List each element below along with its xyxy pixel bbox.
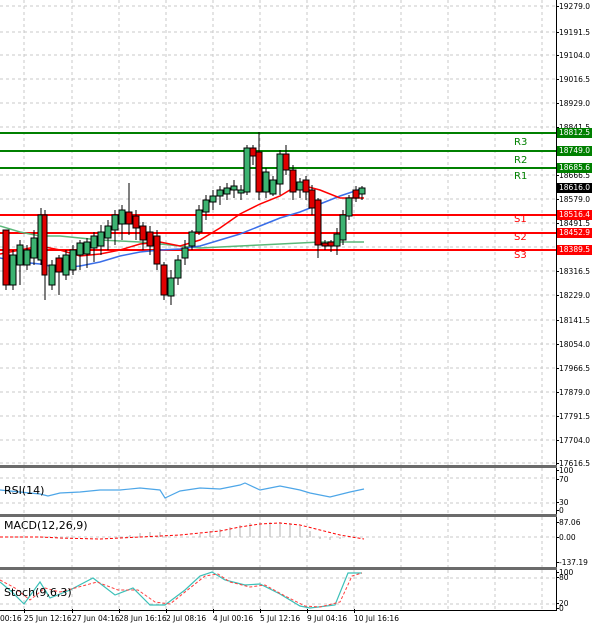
macd-pane[interactable]: MACD(12,26,9): [0, 517, 557, 567]
level-r1-label: R1: [514, 171, 528, 182]
level-s1-tag: 18516.4: [557, 210, 593, 220]
price-tick: 18229.0: [555, 291, 591, 300]
level-s3-tag: 18389.5: [557, 245, 593, 255]
rsi-tick: 100: [555, 466, 574, 475]
stoch-tick: 20: [556, 599, 569, 608]
macd-axis: 87.06 0.00 -137.19: [555, 517, 600, 567]
pane-separator[interactable]: [0, 514, 557, 517]
stoch-axis: 100 80 20 0: [555, 568, 600, 613]
rsi-line: [0, 482, 365, 499]
time-label: 28 Jun 16:16: [119, 614, 167, 623]
macd-tick: 0.00: [556, 533, 576, 542]
time-tick: [24, 609, 25, 613]
macd-canvas: [0, 517, 556, 567]
price-tick: 17616.5: [555, 459, 591, 468]
rsi-tick: 30: [556, 498, 569, 507]
pane-separator[interactable]: [0, 567, 557, 570]
time-label: 10 Jul 16:16: [354, 614, 399, 623]
price-chart-canvas: [0, 0, 556, 465]
macd-label: MACD(12,26,9): [4, 519, 88, 532]
level-s2-label: S2: [514, 232, 527, 243]
price-tick: 17704.0: [555, 436, 591, 445]
level-r2-tag: 18749.0: [557, 146, 593, 156]
time-label: 25 Jun 12:16: [24, 614, 72, 623]
time-tick: [72, 609, 73, 613]
current-price-tag: 18616.0: [557, 183, 593, 193]
stoch-tick: 100: [555, 568, 574, 577]
rsi-tick: 70: [556, 475, 569, 484]
price-tick: 18929.0: [555, 99, 591, 108]
price-tick: 18579.0: [555, 195, 591, 204]
candles: [2, 132, 366, 305]
rsi-label: RSI(14): [4, 484, 45, 497]
level-r3-tag: 18812.5: [557, 128, 593, 138]
pane-separator[interactable]: [0, 465, 557, 468]
price-tick: 17791.5: [555, 412, 591, 421]
stoch-main-line: [0, 571, 362, 609]
rsi-tick: 0: [556, 506, 564, 515]
level-r1-tag: 18685.6: [557, 163, 593, 173]
price-tick: 19104.0: [555, 51, 591, 60]
rsi-axis: 100 70 30 0: [555, 466, 600, 515]
macd-tick: 87.06: [555, 518, 581, 527]
time-tick: [260, 609, 261, 613]
macd-signal-line: [0, 522, 365, 540]
price-tick: 19279.0: [555, 2, 591, 11]
time-tick: [307, 609, 308, 613]
time-label: 5 Jul 12:16: [260, 614, 301, 623]
price-tick: 17966.5: [555, 364, 591, 373]
rsi-pane[interactable]: RSI(14): [0, 468, 557, 514]
price-tick: 18141.5: [555, 316, 591, 325]
price-tick: 17879.0: [555, 388, 591, 397]
time-label: 00:16: [0, 614, 22, 623]
price-tick: 18054.0: [555, 340, 591, 349]
price-tick: 18666.5: [555, 171, 591, 180]
level-r3-label: R3: [514, 137, 528, 148]
price-tick: 18491.5: [555, 219, 591, 228]
stoch-label: Stoch(9,6,3): [4, 586, 72, 599]
price-tick: 19191.5: [555, 28, 591, 37]
macd-tick: -137.19: [556, 558, 588, 567]
level-s3-label: S3: [514, 250, 527, 261]
stoch-tick: 0: [556, 604, 564, 613]
level-r2-label: R2: [514, 155, 528, 166]
time-tick: [354, 609, 355, 613]
stoch-canvas: [0, 570, 556, 610]
stoch-tick: 80: [556, 573, 569, 582]
time-tick: [213, 609, 214, 613]
time-tick: [166, 609, 167, 613]
stoch-pane[interactable]: Stoch(9,6,3): [0, 570, 557, 611]
time-label: 4 Jul 00:16: [213, 614, 254, 623]
level-s2-tag: 18452.9: [557, 228, 593, 238]
price-axis[interactable]: 19279.0 19191.5 19104.0 19016.5 18929.0 …: [555, 0, 600, 468]
rsi-canvas: [0, 468, 556, 514]
time-label: 2 Jul 08:16: [166, 614, 207, 623]
level-s1-label: S1: [514, 214, 527, 225]
time-tick: [119, 609, 120, 613]
price-tick: 18841.5: [555, 123, 590, 132]
stoch-signal-line: [0, 572, 363, 608]
time-label: 27 Jun 04:16: [72, 614, 120, 623]
price-tick: 19016.5: [555, 75, 591, 84]
time-label: 9 Jul 04:16: [307, 614, 348, 623]
price-chart-pane[interactable]: R3 R2 R1 S1 S2 S3: [0, 0, 557, 465]
price-tick: 18316.5: [555, 267, 591, 276]
